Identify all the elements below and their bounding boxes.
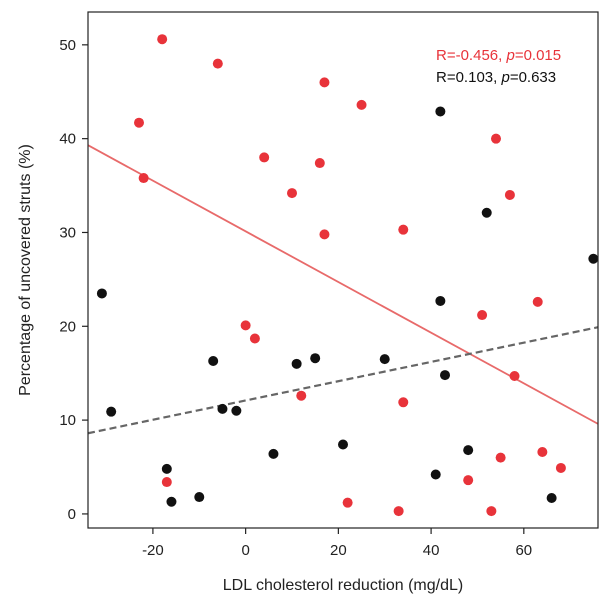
black-r-text: R=0.103, (436, 69, 501, 86)
red-data-point (342, 497, 353, 508)
red-data-point (555, 462, 566, 473)
black-data-point (430, 469, 441, 480)
plot-frame (87, 11, 599, 529)
red-data-point (393, 506, 404, 517)
y-tick-label: 30 (59, 224, 76, 241)
y-tick-label: 50 (59, 37, 76, 54)
black-series-annotation: R=0.103, p=0.633 (436, 69, 556, 86)
black-fit-line (87, 326, 599, 435)
red-data-point (296, 390, 307, 401)
black-data-point (435, 106, 446, 117)
black-data-point (106, 406, 117, 417)
black-data-point (435, 295, 446, 306)
black-data-point (217, 403, 228, 414)
red-data-point (398, 397, 409, 408)
black-data-point (96, 288, 107, 299)
black-data-point (588, 253, 599, 264)
red-data-point (240, 320, 251, 331)
red-data-point (212, 58, 223, 69)
red-data-point (249, 333, 260, 344)
red-fit-line (87, 144, 599, 425)
black-data-point (291, 358, 302, 369)
black-data-point (231, 405, 242, 416)
black-data-point (166, 496, 177, 507)
red-data-point (356, 99, 367, 110)
red-data-point (157, 34, 168, 45)
x-tick-label: 20 (330, 542, 347, 559)
red-data-point (532, 296, 543, 307)
y-tick-label: 20 (59, 318, 76, 335)
black-p-label: p (500, 69, 509, 86)
y-tick-label: 10 (59, 412, 76, 429)
red-data-point (398, 224, 409, 235)
x-axis-ticks: -20 0 20 40 60 (142, 528, 532, 559)
black-data-point (268, 448, 279, 459)
x-tick-label: -20 (142, 542, 164, 559)
red-p-label: p (505, 47, 514, 64)
red-data-point (319, 77, 330, 88)
black-data-point (208, 356, 219, 367)
black-data-point (481, 207, 492, 218)
black-data-point (338, 439, 348, 450)
x-tick-label: 0 (241, 542, 249, 559)
red-data-point (138, 173, 149, 184)
red-data-point (477, 310, 488, 321)
black-p-value: =0.633 (510, 69, 556, 86)
black-data-point (463, 445, 474, 456)
red-data-point (495, 452, 506, 463)
red-data-point (486, 506, 497, 517)
red-data-point (314, 158, 325, 169)
y-tick-label: 40 (59, 131, 76, 148)
black-data-point (379, 354, 390, 365)
red-data-point (259, 152, 270, 163)
red-p-value: =0.015 (515, 47, 561, 64)
red-data-point (287, 188, 297, 199)
black-data-point (546, 492, 557, 503)
black-data-point (310, 353, 321, 364)
red-data-point (161, 477, 172, 488)
red-data-point (463, 475, 474, 486)
fit-lines (87, 144, 599, 435)
black-data-point (440, 370, 450, 381)
black-data-point (194, 492, 205, 503)
red-data-point (537, 447, 548, 458)
red-data-point (504, 189, 515, 200)
red-r-text: R=-0.456, (436, 47, 506, 64)
y-axis-ticks: 0 10 20 30 40 50 (59, 37, 88, 523)
red-data-point (509, 371, 520, 382)
y-axis-title: Percentage of uncovered struts (%) (17, 144, 34, 396)
data-points (96, 34, 599, 517)
black-data-point (161, 463, 172, 474)
x-axis-title: LDL cholesterol reduction (mg/dL) (223, 577, 463, 594)
x-tick-label: 60 (515, 542, 532, 559)
red-data-point (491, 133, 501, 144)
x-tick-label: 40 (423, 542, 440, 559)
red-series-annotation: R=-0.456, p=0.015 (436, 47, 561, 64)
y-tick-label: 0 (68, 506, 76, 523)
red-data-point (319, 229, 330, 240)
red-data-point (134, 117, 144, 128)
